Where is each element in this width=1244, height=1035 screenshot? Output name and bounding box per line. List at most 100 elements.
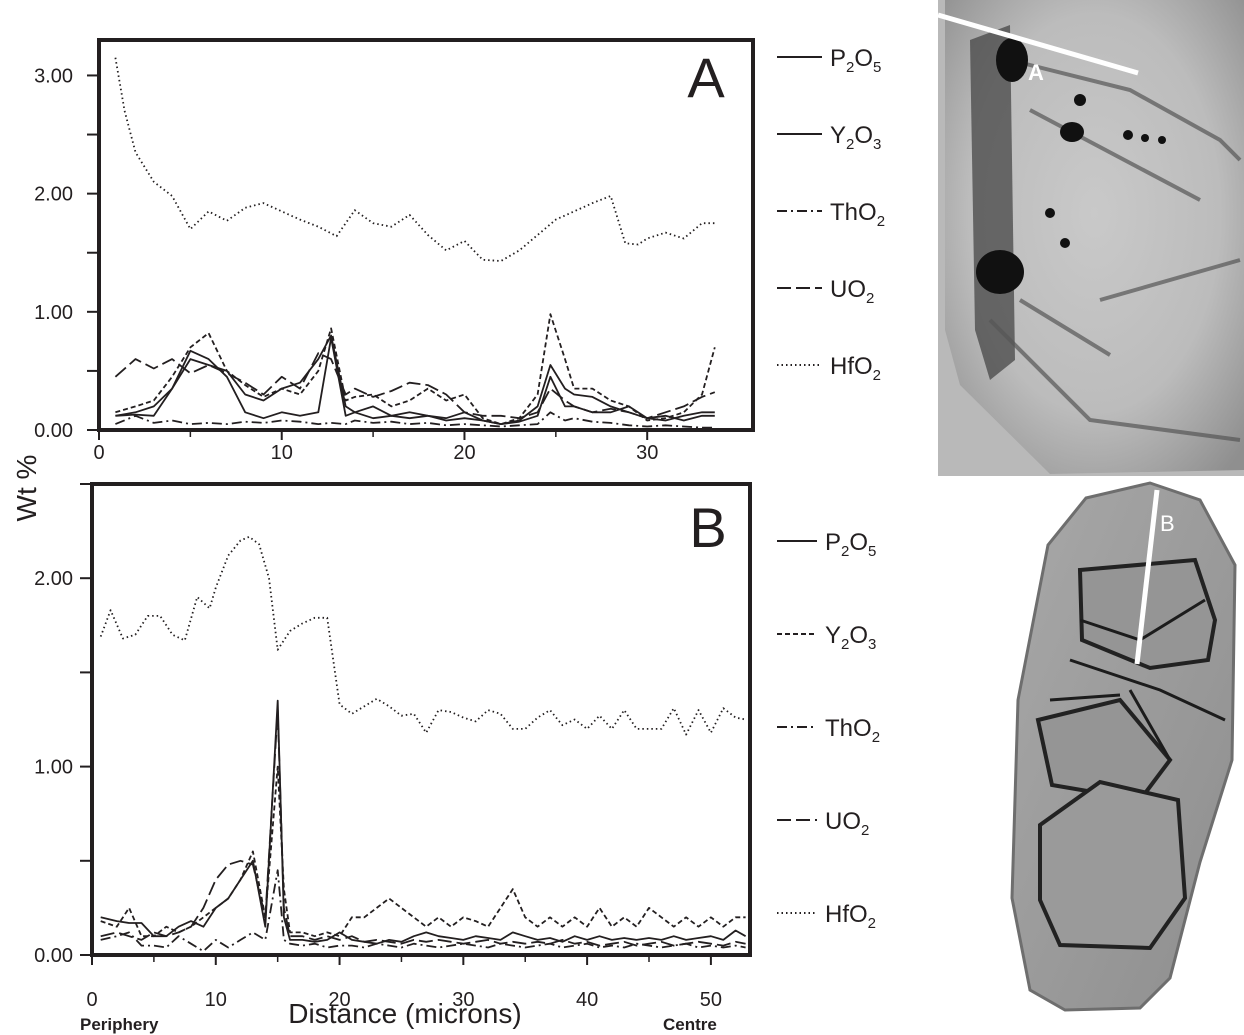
legend-label: HfO2 (830, 353, 881, 384)
panel-b-letter: B (689, 496, 726, 559)
legend-formula-subscript: 2 (866, 290, 874, 307)
panel-b-series (99, 535, 747, 953)
legend-formula-subscript: 2 (873, 367, 881, 384)
periphery-label: Periphery (80, 1015, 159, 1034)
y-tick-label: 1.00 (34, 757, 73, 779)
legend-formula-subscript: 5 (868, 543, 876, 560)
grain-a-inclusion (1074, 94, 1086, 106)
grain-a-crystal (945, 0, 1244, 474)
x-tick-label: 30 (636, 442, 658, 464)
series-dashdot-4 (100, 869, 746, 953)
series-solid-2 (115, 334, 715, 426)
legend-formula-subscript: 2 (861, 822, 869, 839)
grain-b-core (1077, 557, 1218, 671)
series-dotted-0 (114, 57, 715, 262)
y-tick-label: 3.00 (34, 65, 73, 87)
legend-label: ThO2 (825, 715, 880, 746)
series-dashdot-5 (115, 411, 715, 429)
legend-formula-part: Y (825, 622, 841, 649)
grain-a-inclusion (1123, 130, 1133, 140)
grain-a-inclusion (1158, 136, 1166, 144)
legend-formula-subscript: 3 (873, 136, 881, 153)
x-tick-label: 20 (453, 442, 475, 464)
legend-formula-part: UO (830, 276, 866, 303)
legend-formula-subscript: 5 (873, 59, 881, 76)
grain-a-profile-line (937, 12, 1139, 76)
legend-formula-subscript: 2 (841, 636, 849, 653)
y-tick-label: 0.00 (34, 420, 73, 442)
legend-formula-part: O (854, 122, 873, 149)
y-tick-label: 2.00 (34, 184, 73, 206)
grain-image-a: A (937, 0, 1244, 476)
x-axis-title: Distance (microns) (288, 998, 521, 1029)
legend-formula-part: P (825, 529, 841, 556)
legend-label: Y2O3 (830, 122, 881, 153)
legend-label: ThO2 (830, 199, 885, 230)
grain-a-inclusion (1060, 122, 1084, 142)
series-solid-3 (115, 336, 715, 426)
grain-a-inclusion (996, 38, 1028, 82)
legend-formula-subscript: 2 (868, 915, 876, 932)
panel-a-letter: A (687, 46, 725, 109)
panel-b-frame (90, 482, 752, 957)
y-axis-title: Wt % (11, 455, 42, 522)
legend-formula-part: O (849, 529, 868, 556)
x-tick-label: 0 (93, 442, 104, 464)
panel-b: 0 10 20 30 40 50 0.00 1.00 2.00 B (34, 482, 752, 1011)
legend-label: UO2 (830, 276, 874, 307)
grain-a-profile-label: A (1028, 60, 1044, 85)
grain-a-inclusion (1045, 208, 1055, 218)
legend-label: P2O5 (830, 45, 881, 76)
legend-formula-part: Y (830, 122, 846, 149)
grain-b-profile-line (1134, 489, 1160, 665)
legend-label: UO2 (825, 808, 869, 839)
legend-formula-subscript: 2 (872, 729, 880, 746)
legend-label: HfO2 (825, 901, 876, 932)
centre-label: Centre (663, 1015, 717, 1034)
grain-a-zoning (988, 58, 1242, 442)
panel-a-series (114, 57, 716, 429)
grain-b-core (1035, 697, 1173, 803)
x-tick-label: 40 (576, 989, 598, 1011)
panel-b-axes: 0 10 20 30 40 50 0.00 1.00 2.00 (34, 483, 722, 1011)
legend-label: Y2O3 (825, 622, 876, 653)
grain-a-inclusion (1060, 238, 1070, 248)
series-longdash-4 (114, 352, 716, 420)
x-tick-label: 10 (271, 442, 293, 464)
y-tick-label: 1.00 (34, 302, 73, 324)
legend-formula-subscript: 2 (846, 59, 854, 76)
grain-a-inclusion (976, 250, 1024, 294)
panel-a-frame (97, 38, 755, 432)
grain-a-inclusion (1141, 134, 1149, 142)
grain-b-core (1038, 779, 1188, 951)
panel-a-axes: 0 10 20 30 0.00 1.00 2.00 3.00 (34, 65, 658, 464)
legend-formula-part: P (830, 45, 846, 72)
x-tick-label: 50 (700, 989, 722, 1011)
y-tick-label: 2.00 (34, 568, 73, 590)
legend-formula-part: UO (825, 808, 861, 835)
grain-image-b: B (1010, 481, 1237, 1012)
legend-formula-part: HfO (830, 353, 873, 380)
series-solid-2 (100, 699, 747, 945)
grain-b-profile-label: B (1160, 511, 1175, 536)
series-longdash-3 (100, 709, 746, 947)
legend-formula-part: O (854, 45, 873, 72)
legend-formula-subscript: 3 (868, 636, 876, 653)
y-tick-label: 0.00 (34, 945, 73, 967)
x-tick-label: 30 (452, 989, 474, 1011)
x-tick-label: 0 (86, 989, 97, 1011)
series-shortdash-1 (115, 313, 716, 426)
x-tick-label: 10 (205, 989, 227, 1011)
x-tick-label: 20 (328, 989, 350, 1011)
legend-label: P2O5 (825, 529, 876, 560)
legend-formula-part: ThO (825, 715, 872, 742)
legend-formula-subscript: 2 (877, 213, 885, 230)
legend-formula-part: HfO (825, 901, 868, 928)
series-dotted-0 (99, 535, 746, 736)
legend-formula-part: ThO (830, 199, 877, 226)
series-shortdash-1 (100, 765, 746, 938)
panel-a: 0 10 20 30 0.00 1.00 2.00 3.00 A (34, 38, 755, 464)
